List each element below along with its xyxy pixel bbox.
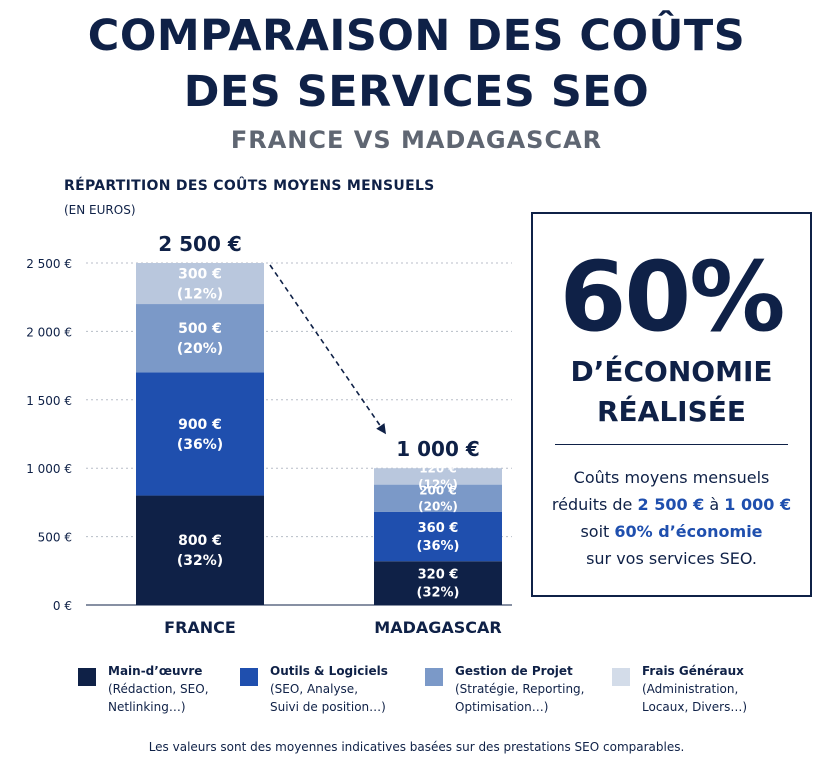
description-text: soit [580,522,615,541]
legend: Main-d’œuvre (Rédaction, SEO, Netlinking… [0,662,833,722]
footnote: Les valeurs sont des moyennes indicative… [148,740,685,754]
trend-arrow-head [376,423,386,435]
subtitle: FRANCE VS MADAGASCAR [230,126,603,154]
legend-label: Main-d’œuvre [108,664,203,678]
description-line-3: soit 60% d’économie [533,518,810,545]
legend-text: Outils & Logiciels (SEO, Analyse, Suivi … [270,662,430,716]
legend-swatch [612,668,630,686]
legend-description: (SEO, Analyse, [270,682,359,696]
legend-swatch [240,668,258,686]
title-line-2: DES SERVICES SEO [183,67,650,117]
segment-pct-label: (12%) [177,286,223,302]
legend-description: (Administration, [642,682,739,696]
callout-divider [555,444,788,445]
segment-pct-label: (12%) [418,478,458,492]
legend-description: (Rédaction, SEO, [108,682,209,696]
legend-description: Suivi de position…) [270,700,386,714]
y-tick-label: 2 000 € [26,325,72,339]
bar-segment [136,495,264,605]
bar-segment [374,511,502,562]
bar-segment [136,263,264,305]
stacked-bar-chart: 0 € 500 € 1 000 € 1 500 € 2 000 € 2 500 € 800 … [26,232,512,637]
segment-value-label: 900 € [178,417,222,433]
description-line-2: réduits de 2 500 € à 1 000 € [533,491,810,518]
savings-percentage: 60% [559,241,786,353]
legend-label: Frais Généraux [642,664,744,678]
segment-pct-label: (36%) [417,539,460,554]
x-category-label: FRANCE [164,618,236,637]
segment-value-label: 300 € [178,266,222,282]
segment-value-label: 800 € [178,533,222,549]
y-tick-label: 2 500 € [26,257,72,271]
chart-unit-label: (EN EUROS) [64,203,136,217]
bar-segment [374,561,502,605]
legend-text: Gestion de Projet (Stratégie, Reporting,… [455,662,615,716]
bar-segment [136,304,264,373]
description-highlight: 1 000 € [724,495,792,514]
y-tick-label: 1 500 € [26,394,72,408]
description-line-1: Coûts moyens mensuels [573,468,770,487]
segment-pct-label: (36%) [177,437,223,453]
savings-heading-line-2: RÉALISÉE [596,395,747,428]
bar-segment [136,372,264,496]
savings-heading-line-1: D’ÉCONOMIE [570,355,773,388]
bar-total-label: 1 000 € [396,437,480,461]
legend-text: Main-d’œuvre (Rédaction, SEO, Netlinking… [108,662,268,716]
savings-description: Coûts moyens mensuels réduits de 2 500 €… [533,464,810,572]
legend-description: Netlinking…) [108,700,186,714]
trend-arrow-line [269,264,387,435]
legend-swatch [78,668,96,686]
legend-text: Frais Généraux (Administration, Locaux, … [642,662,802,716]
savings-callout: 60% D’ÉCONOMIE RÉALISÉE Coûts moyens men… [531,212,812,597]
bar-total-label: 2 500 € [158,232,242,256]
legend-label: Outils & Logiciels [270,664,388,678]
bar-segment [374,484,502,512]
segment-pct-label: (20%) [177,341,223,357]
description-highlight: 60% d’économie [614,522,763,541]
segment-value-label: 320 € [418,568,459,583]
description-text: réduits de [551,495,638,514]
y-tick-label: 0 € [53,599,72,613]
segment-value-label: 500 € [178,321,222,337]
bar-segment [374,468,502,485]
chart-section-label: RÉPARTITION DES COÛTS MOYENS MENSUELS [64,178,435,194]
description-highlight: 2 500 € [637,495,705,514]
x-category-label: MADAGASCAR [374,618,501,637]
legend-label: Gestion de Projet [455,664,573,678]
legend-swatch [425,668,443,686]
segment-value-label: 360 € [418,521,459,536]
legend-description: Optimisation…) [455,700,549,714]
description-text: à [704,495,725,514]
description-line-4: sur vos services SEO. [586,549,757,568]
segment-pct-label: (32%) [177,553,223,569]
segment-pct-label: (20%) [418,499,458,513]
y-tick-label: 1 000 € [26,462,72,476]
legend-description: (Stratégie, Reporting, [455,682,585,696]
title-line-1: COMPARAISON DES COÛTS [87,11,746,61]
y-tick-label: 500 € [38,531,72,545]
segment-value-label: 200 € [419,483,457,497]
segment-value-label: 120 € [419,462,457,476]
legend-description: Locaux, Divers…) [642,700,748,714]
segment-pct-label: (32%) [417,586,460,601]
